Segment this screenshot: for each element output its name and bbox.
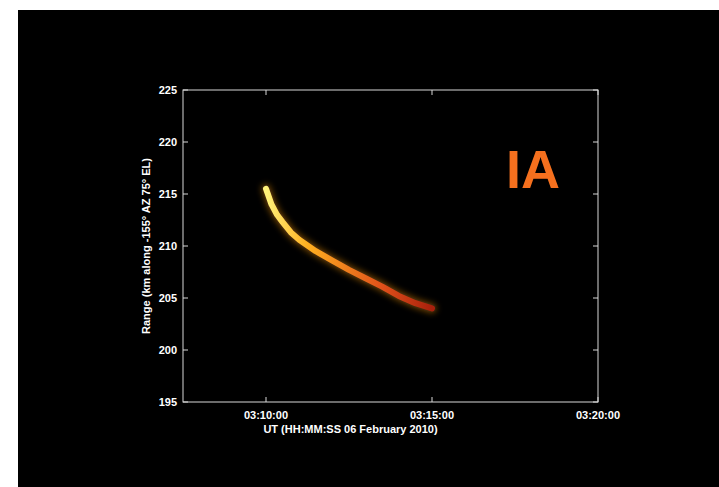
y-tick-right — [593, 402, 598, 403]
y-tick-right — [593, 246, 598, 247]
trail-line — [266, 189, 432, 309]
background — [18, 10, 719, 487]
y-tick — [183, 246, 188, 247]
trail-glow — [266, 189, 432, 309]
x-tick — [266, 397, 267, 402]
y-tick-right — [593, 350, 598, 351]
y-tick-right — [593, 194, 598, 195]
y-tick — [183, 142, 188, 143]
y-tick-label: 225 — [159, 84, 177, 96]
chart: 195 200 205 210 215 220 225 03:10:00 03:15:00 03:… — [0, 0, 719, 487]
y-axis-title: Range (km along -155° AZ 75° EL) — [140, 158, 152, 334]
x-axis-title: UT (HH:MM:SS 06 February 2010) — [263, 423, 438, 435]
annotation: IA — [506, 139, 560, 199]
y-tick — [183, 90, 188, 91]
y-tick-right — [593, 298, 598, 299]
plot-frame — [183, 90, 598, 402]
y-tick-right — [593, 90, 598, 91]
plot-area — [266, 189, 432, 309]
x-tick-label: 03:10:00 — [244, 409, 288, 421]
x-tick-top — [432, 90, 433, 95]
y-tick-right — [593, 142, 598, 143]
y-tick-label: 200 — [159, 344, 177, 356]
y-tick-label: 195 — [159, 396, 177, 408]
chart-wrapper: 195 200 205 210 215 220 225 03:10:00 03:15:00 03:… — [0, 0, 719, 487]
y-tick — [183, 194, 188, 195]
y-tick — [183, 298, 188, 299]
x-tick-top — [266, 90, 267, 95]
y-tick-label: 220 — [159, 136, 177, 148]
y-tick-label: 210 — [159, 240, 177, 252]
x-tick-label: 03:15:00 — [410, 409, 454, 421]
y-tick-label: 215 — [159, 188, 177, 200]
x-tick — [432, 397, 433, 402]
x-tick-top — [598, 90, 599, 95]
x-tick — [598, 397, 599, 402]
x-tick-label: 03:20:00 — [576, 409, 620, 421]
y-tick-label: 205 — [159, 292, 177, 304]
y-tick — [183, 350, 188, 351]
y-tick — [183, 402, 188, 403]
